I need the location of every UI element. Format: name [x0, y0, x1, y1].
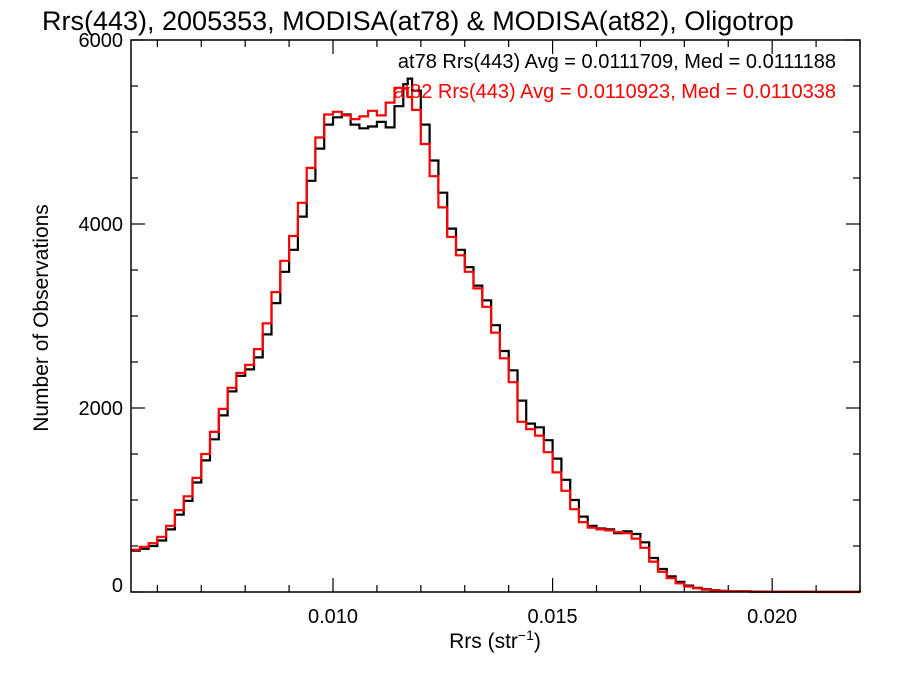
x-axis-label-superscript: −1 — [518, 627, 534, 643]
series-at78-line — [131, 77, 862, 593]
x-axis-ticks: 0.010 0.015 0.020 — [156, 40, 861, 628]
y-axis-ticks: 0 2000 4000 6000 — [79, 30, 860, 597]
y-tick-label: 2000 — [79, 398, 124, 420]
annotation-at78-stats: at78 Rrs(443) Avg = 0.0111709, Med = 0.0… — [398, 51, 836, 73]
x-axis-label: Rrs (str−1) — [449, 627, 541, 653]
y-axis-label: Number of Observations — [30, 204, 53, 432]
x-axis-label-text: Rrs (str — [449, 630, 518, 653]
y-tick-label: 6000 — [79, 30, 124, 52]
series-layer — [131, 77, 862, 594]
x-tick-label: 0.010 — [308, 606, 358, 628]
y-tick-label: 4000 — [79, 214, 124, 236]
y-tick-label: 0 — [112, 575, 123, 597]
x-tick-label: 0.015 — [528, 606, 578, 628]
chart-title: Rrs(443), 2005353, MODISA(at78) & MODISA… — [42, 6, 794, 36]
series-at82-line — [131, 86, 860, 594]
plot-frame — [130, 39, 861, 593]
annotation-at82-stats: at82 Rrs(443) Avg = 0.0110923, Med = 0.0… — [393, 81, 836, 103]
x-tick-label: 0.020 — [747, 606, 797, 628]
x-axis-label-close: ) — [534, 630, 541, 653]
